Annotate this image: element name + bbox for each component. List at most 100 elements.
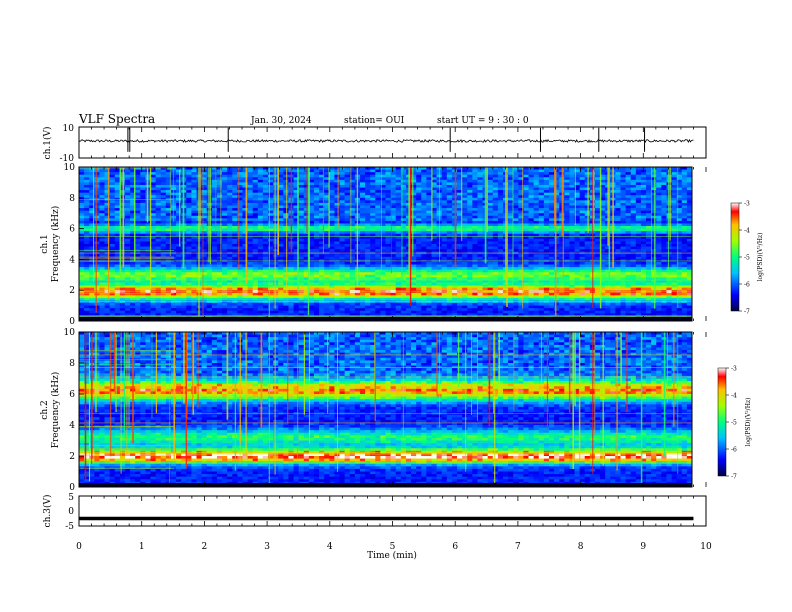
spectrogram-cell (268, 244, 274, 247)
spectrogram-cell (319, 244, 325, 247)
spectrogram-cell (150, 261, 157, 265)
spectrogram-cell (191, 241, 197, 245)
spectrogram-cell (661, 223, 667, 227)
spectrogram-cell (666, 174, 672, 178)
spectrogram-cell (349, 244, 356, 247)
spectrogram-cell (308, 184, 315, 188)
spectrogram-cell (513, 218, 519, 222)
spectrogram-cell (232, 184, 238, 188)
spectrogram-cell (656, 241, 662, 245)
spectrogram-cell (124, 226, 131, 229)
spectrogram-cell (538, 169, 545, 173)
spectrogram-cell (497, 197, 504, 201)
spectrogram-cell (303, 246, 310, 250)
spectrogram-cell (441, 231, 448, 235)
spectrogram-cell (319, 228, 325, 232)
spectrogram-cell (416, 197, 422, 201)
spectrogram-cell (462, 172, 468, 176)
spectrogram-cell (227, 236, 233, 240)
spectrogram-cell (487, 200, 494, 204)
spectrogram-cell (635, 228, 642, 232)
spectrogram-cell (211, 169, 218, 173)
spectrogram-cell (124, 169, 131, 173)
spectrogram-cell (145, 223, 151, 227)
spectrogram-cell (630, 205, 637, 209)
spectrogram-cell (252, 213, 259, 217)
spectrogram-cell (150, 264, 157, 268)
spectrogram-cell (380, 179, 386, 183)
spectrogram-cell (365, 215, 371, 219)
spectrogram-cell (513, 179, 519, 183)
spectrogram-cell (640, 267, 647, 271)
spectrogram-cell (293, 241, 300, 245)
spectrogram-cell (446, 210, 453, 214)
spectrogram-cell (584, 215, 591, 219)
spectrogram-cell (426, 208, 432, 212)
spectrogram-cell (446, 233, 453, 237)
spectrogram-cell (349, 228, 356, 232)
spectrogram-cell (513, 172, 519, 176)
spectrogram-cell (237, 187, 243, 191)
spectrogram-cell (395, 228, 402, 232)
spectrogram-cell (548, 223, 555, 227)
spectrogram-cell (446, 177, 453, 181)
spectrogram-cell (344, 190, 351, 194)
spectrogram-cell (262, 213, 269, 217)
spectrogram-cell (385, 182, 392, 186)
spectrogram-cell (140, 208, 146, 212)
spectrogram-cell (441, 184, 448, 188)
spectrogram-cell (201, 241, 208, 245)
spectrogram-cell (477, 246, 483, 250)
spectrogram-cell (186, 236, 192, 240)
spectrogram-cell (513, 213, 519, 217)
spectrogram-cell (646, 205, 652, 209)
spectrogram-cell (477, 256, 483, 260)
spectrogram-cell (242, 223, 248, 227)
spectrogram-cell (237, 200, 243, 204)
spectrogram-cell (651, 202, 657, 206)
spectrogram-cell (462, 174, 468, 178)
spectrogram-cell (89, 169, 95, 173)
spectrogram-cell (109, 241, 116, 245)
spectrogram-cell (620, 177, 626, 181)
spectrogram-cell (390, 267, 397, 271)
spectrogram-cell (288, 261, 294, 265)
spectrogram-cell (319, 238, 325, 242)
spectrogram-cell (130, 244, 136, 247)
spectrogram-cell (247, 228, 254, 232)
spectrogram-cell (487, 210, 494, 214)
spectrogram-cell (104, 195, 111, 199)
spectrogram-cell (497, 228, 504, 232)
spectrogram-cell (681, 208, 688, 212)
spectrogram-cell (390, 172, 397, 176)
spectrogram-cell (313, 223, 320, 227)
spectrogram-cell (620, 208, 626, 212)
spectrogram-cell (600, 231, 606, 235)
spectrogram-cell (165, 190, 172, 194)
spectrogram-cell (579, 208, 586, 212)
spectrogram-cell (543, 267, 550, 271)
spectrogram-cell (370, 246, 376, 250)
spectrogram-cell (579, 187, 586, 191)
spectrogram-cell (324, 182, 330, 186)
spectrogram-cell (370, 267, 376, 271)
spectrogram-cell (273, 179, 279, 183)
spectrogram-cell (579, 184, 586, 188)
spectrogram-cell (528, 215, 535, 219)
spectrogram-cell (681, 254, 688, 258)
spectrogram-cell (349, 208, 356, 212)
spectrogram-cell (283, 238, 289, 242)
spectrogram-cell (114, 218, 121, 222)
spectrogram-cell (656, 202, 662, 206)
spectrogram-cell (344, 205, 351, 209)
spectrogram-cell (513, 182, 519, 186)
spectrogram-cell (186, 241, 192, 245)
spectrogram-cell (508, 261, 514, 265)
spectrogram-cell (666, 223, 672, 227)
spectrogram-cell (273, 249, 279, 253)
spectrogram-cell (232, 195, 238, 199)
spectrogram-cell (385, 213, 392, 217)
spectrogram-cell (242, 177, 248, 181)
spectrogram-cell (416, 179, 422, 183)
spectrogram-cell (84, 241, 90, 245)
